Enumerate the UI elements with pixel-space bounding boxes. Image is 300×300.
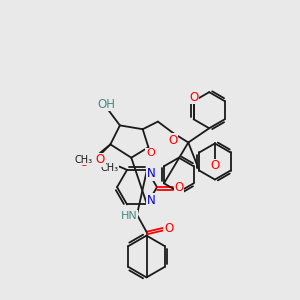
Text: O: O (97, 157, 105, 167)
Text: O: O (146, 148, 155, 158)
Text: O: O (79, 158, 88, 168)
Text: CH₃: CH₃ (76, 157, 94, 167)
Text: O: O (175, 181, 184, 194)
Text: N: N (147, 167, 155, 180)
Text: O: O (169, 134, 178, 146)
Text: O: O (210, 159, 220, 172)
Text: O: O (164, 221, 173, 235)
Text: OH: OH (98, 98, 116, 111)
Text: HN: HN (121, 211, 137, 221)
Text: O: O (95, 153, 105, 167)
Text: N: N (147, 194, 155, 207)
Text: CH₃: CH₃ (75, 155, 93, 165)
Text: CH₃: CH₃ (101, 163, 119, 173)
Text: O: O (189, 91, 198, 103)
